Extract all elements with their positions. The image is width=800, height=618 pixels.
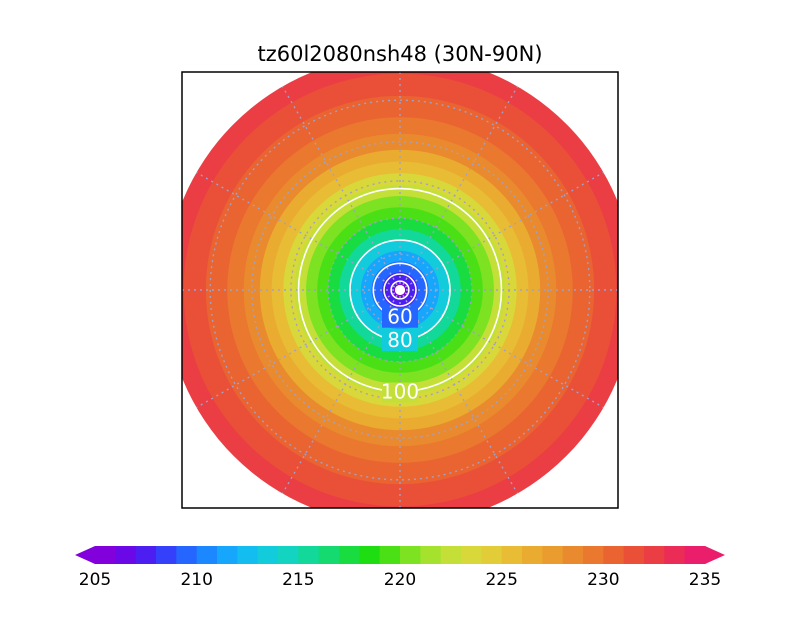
latitude-circle: [209, 99, 591, 481]
colorbar-tick-label: 210: [180, 570, 212, 590]
contour-label-bg: [382, 330, 418, 351]
chart-title: tz60l2080nsh48 (30N-90N): [257, 42, 542, 66]
colorbar-swatch: [359, 546, 381, 564]
colorbar-extend-high: [705, 546, 725, 564]
colorbar-swatch: [379, 546, 401, 564]
colorbar-swatch: [684, 546, 706, 564]
colorbar-extend-low: [75, 546, 95, 564]
contour-label: 100: [381, 379, 419, 403]
colorbar-swatch: [440, 546, 462, 564]
contour-label-bg: [382, 307, 418, 328]
contour-label-bg: [382, 382, 418, 403]
contour-label: 60: [387, 305, 412, 329]
colorbar-swatch: [400, 546, 421, 564]
colorbar-swatch: [135, 546, 157, 564]
contour-line: [383, 273, 417, 307]
colorbar-swatch: [562, 546, 584, 564]
colorbar-swatch: [501, 546, 523, 564]
colorbar-tick-label: 225: [485, 570, 517, 590]
colorbar-swatch: [603, 546, 625, 564]
colorbar-swatch: [481, 546, 503, 564]
colorbar-swatch: [664, 546, 686, 564]
colorbar-tick-label: 235: [689, 570, 721, 590]
colorbar-swatch: [644, 546, 665, 564]
pole-marker: [395, 285, 405, 295]
colorbar-swatch: [522, 546, 543, 564]
colorbar-tick-label: 220: [384, 570, 416, 590]
colorbar-swatch: [623, 546, 645, 564]
colorbar-swatch: [583, 546, 604, 564]
latitude-circle: [327, 217, 473, 363]
colorbar-swatch: [298, 546, 320, 564]
colorbar-swatch: [278, 546, 299, 564]
colorbar-tick-label: 230: [587, 570, 619, 590]
colorbar-swatch: [176, 546, 198, 564]
latitude-circle: [251, 141, 549, 439]
colorbar-swatch: [115, 546, 137, 564]
colorbar-swatch: [237, 546, 259, 564]
colorbar-swatch: [318, 546, 340, 564]
colorbar-swatch: [420, 546, 442, 564]
colorbar-swatch: [217, 546, 238, 564]
plot-frame: [181, 71, 619, 509]
colorbar: 205 210 215 220 225 230 235: [75, 546, 725, 590]
contour-line: [390, 280, 410, 300]
colorbar-swatch: [339, 546, 360, 564]
colorbar-swatch: [196, 546, 218, 564]
contour-label: 80: [387, 328, 412, 352]
colorbar-swatch: [257, 546, 279, 564]
colorbar-swatch: [156, 546, 177, 564]
colorbar-swatch: [542, 546, 564, 564]
colorbar-swatch: [95, 546, 116, 564]
colorbar-tick-label: 215: [282, 570, 314, 590]
colorbar-tick-label: 205: [79, 570, 111, 590]
colorbar-swatch: [461, 546, 482, 564]
